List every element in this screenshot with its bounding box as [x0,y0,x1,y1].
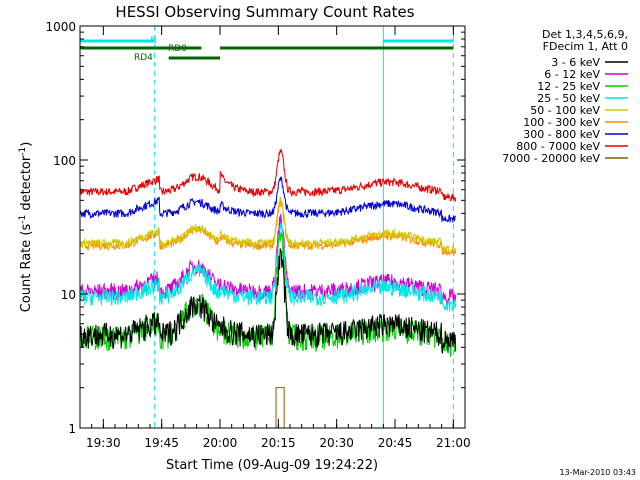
series-line-4 [79,213,457,305]
plot-area: N RD0 RD4 [79,26,457,428]
legend-label: 7000 - 20000 keV [502,152,600,165]
series-line-8 [275,387,285,428]
series-line-3 [79,196,456,254]
legend-label: 50 - 100 keV [530,104,600,117]
x-tick-label: 19:30 [86,436,121,450]
flag-label: RD0 [168,44,187,54]
series-line-0 [79,149,457,202]
legend-label: 300 - 800 keV [523,128,600,141]
y-axis: 1 10 100 1000 [45,20,465,436]
x-axis: 19:30 19:45 20:00 20:15 20:30 20:45 21:00 [86,26,471,450]
plot-frame [79,25,466,429]
series-line-7 [79,248,457,354]
x-axis-label: Start Time (09-Aug-09 19:24:22) [166,458,378,473]
legend-label: 25 - 50 keV [537,92,600,105]
legend-label: 800 - 7000 keV [516,140,600,153]
timestamp: 13-Mar-2010 03:43 [560,468,637,477]
legend-label: 6 - 12 keV [544,68,600,81]
legend-header: Det 1,3,4,5,6,9, [542,28,628,41]
flag-label: N [150,36,157,46]
x-tick-label: 20:15 [261,436,296,450]
flag-label: RD4 [134,53,153,63]
x-tick-label: 20:45 [378,436,413,450]
legend-header: FDecim 1, Att 0 [543,40,628,53]
legend-label: 3 - 6 keV [551,56,600,69]
y-axis-label: Count Rate (s-1 detector-1) [18,142,34,313]
y-tick-label: 1000 [45,20,76,34]
x-tick-label: 20:30 [319,436,354,450]
x-tick-label: 19:45 [144,436,179,450]
legend-label: 100 - 300 keV [523,116,600,129]
x-tick-label: 21:00 [436,436,471,450]
series-line-5 [79,223,457,313]
y-tick-label: 100 [53,154,76,168]
x-tick-label: 20:00 [203,436,238,450]
chart-title: HESSI Observing Summary Count Rates [115,3,414,21]
y-tick-label: 10 [61,288,76,302]
series-line-1 [79,176,457,223]
y-tick-label: 1 [68,422,76,436]
legend-label: 12 - 25 keV [537,80,600,93]
legend: Det 1,3,4,5,6,9,FDecim 1, Att 0 3 - 6 keV… [502,28,628,165]
